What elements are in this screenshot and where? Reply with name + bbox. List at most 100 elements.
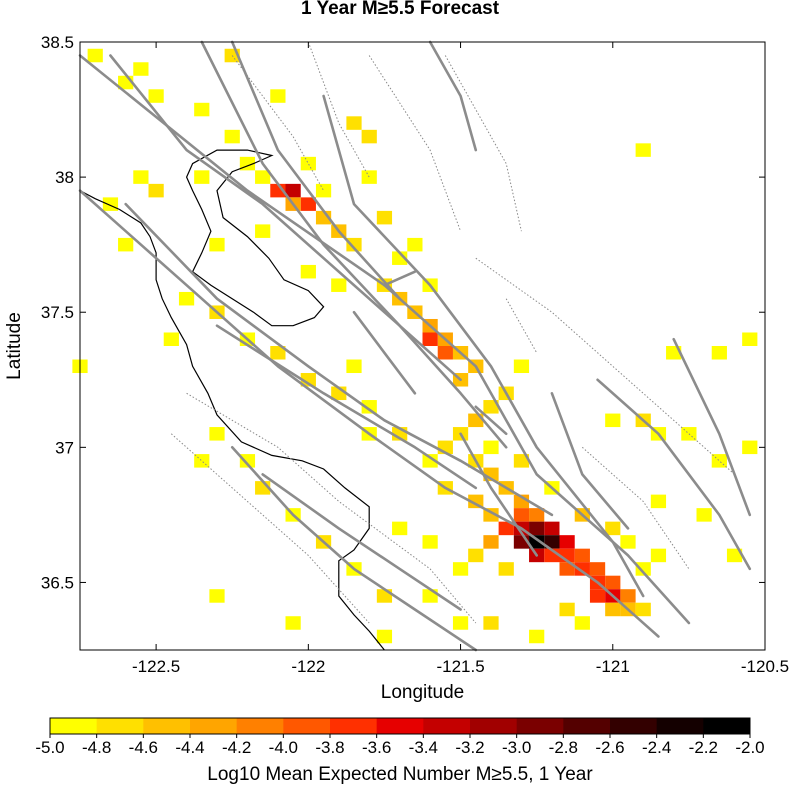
heatmap-cell bbox=[726, 548, 743, 563]
heatmap-cell bbox=[529, 535, 545, 549]
heatmap-cell bbox=[148, 89, 164, 103]
x-axis-label: Longitude bbox=[381, 682, 464, 703]
heatmap-cell bbox=[635, 143, 651, 157]
heatmap-cell bbox=[346, 237, 362, 252]
heatmap-cell bbox=[605, 602, 621, 617]
y-tick-label: 36.5 bbox=[41, 573, 74, 592]
fault-line bbox=[124, 202, 554, 517]
heatmap-cell bbox=[650, 548, 667, 563]
dotted-fault-line bbox=[581, 446, 690, 570]
heatmap-cell bbox=[300, 264, 316, 279]
colorbar-tick-label: -2.4 bbox=[642, 738, 671, 757]
dotted-fault-line bbox=[505, 298, 538, 354]
colorbar-tick-label: -5.0 bbox=[35, 738, 64, 757]
colorbar-tick-label: -3.6 bbox=[362, 738, 391, 757]
heatmap-cell bbox=[483, 616, 499, 630]
colorbar-swatch bbox=[96, 718, 144, 734]
colorbar-swatch bbox=[703, 718, 751, 734]
heatmap-cell bbox=[133, 170, 149, 184]
x-tick-label: -121 bbox=[596, 657, 630, 676]
heatmap-cell bbox=[392, 521, 408, 536]
heatmap-cell bbox=[529, 508, 545, 522]
heatmap-cell bbox=[194, 454, 210, 468]
heatmap-cell bbox=[361, 129, 377, 144]
heatmap-cell bbox=[437, 346, 453, 360]
x-tick-label: -120.5 bbox=[741, 657, 789, 676]
heatmap-cell bbox=[544, 521, 560, 536]
colorbar-swatch bbox=[563, 718, 611, 734]
heatmap-cell bbox=[559, 602, 575, 617]
colorbar-swatch bbox=[143, 718, 191, 734]
x-tick-label: -122.5 bbox=[132, 657, 180, 676]
fault-line bbox=[459, 432, 539, 557]
heatmap-cell bbox=[452, 616, 469, 630]
faults-layer bbox=[78, 40, 752, 652]
colorbar-swatch bbox=[423, 718, 471, 734]
colorbar-swatch bbox=[330, 718, 378, 734]
fault-line bbox=[428, 40, 478, 152]
coastline-layer bbox=[79, 149, 385, 651]
heatmap-cell bbox=[696, 508, 712, 522]
coastline-line bbox=[185, 149, 325, 327]
heatmap-cell bbox=[559, 535, 575, 549]
fault-line bbox=[261, 473, 462, 611]
fault-line bbox=[78, 189, 660, 638]
heatmap-cell bbox=[605, 521, 621, 536]
heatmap-cell bbox=[544, 535, 560, 549]
fault-line bbox=[672, 337, 752, 517]
coastline-line bbox=[79, 190, 385, 651]
plot-area-frame bbox=[79, 41, 766, 651]
colorbar-tick-label: -4.6 bbox=[129, 738, 158, 757]
colorbar-swatch bbox=[656, 718, 704, 734]
dotted-fault-line bbox=[368, 55, 462, 232]
y-tick-label: 38.5 bbox=[41, 33, 74, 52]
heatmap-cell bbox=[300, 197, 316, 211]
heatmap-cell bbox=[376, 629, 393, 644]
colorbar-tick-label: -2.2 bbox=[689, 738, 718, 757]
heatmap-cell bbox=[361, 170, 377, 184]
heatmap-cell bbox=[118, 237, 134, 252]
heatmap-cell bbox=[498, 562, 514, 576]
colorbar-swatch bbox=[376, 718, 424, 734]
heatmap-cell bbox=[650, 494, 667, 509]
fault-line bbox=[474, 405, 508, 436]
heatmap-cell bbox=[209, 589, 225, 603]
x-tick-label: -122 bbox=[291, 657, 325, 676]
fault-line bbox=[230, 445, 478, 652]
heatmap-cell bbox=[483, 440, 499, 455]
heatmap-cell bbox=[209, 427, 225, 441]
dotted-fault-line bbox=[186, 392, 477, 624]
heatmap-cell bbox=[270, 89, 286, 103]
heatmap-cell bbox=[513, 454, 530, 468]
heatmap-cell bbox=[574, 616, 590, 630]
colorbar-swatch bbox=[50, 718, 98, 734]
heatmap-cell bbox=[742, 440, 758, 455]
fault-line bbox=[322, 94, 645, 598]
heatmap-cell bbox=[178, 291, 195, 306]
fault-line bbox=[109, 54, 508, 449]
heatmap-cell bbox=[361, 400, 377, 414]
heatmap-cell bbox=[711, 346, 727, 360]
heatmap-cell bbox=[209, 237, 225, 252]
heatmap-cell bbox=[498, 521, 514, 536]
colorbar-swatch bbox=[236, 718, 284, 734]
heatmap-cell bbox=[163, 332, 179, 346]
heatmap-cell bbox=[392, 251, 408, 265]
heatmap-cell bbox=[605, 413, 621, 428]
colorbar-tick-label: -4.0 bbox=[269, 738, 298, 757]
heatmap-cell bbox=[87, 48, 103, 63]
heatmap-cell bbox=[574, 562, 590, 576]
fault-line bbox=[215, 324, 478, 490]
fault-line bbox=[383, 270, 417, 287]
heatmap-cell bbox=[194, 170, 210, 184]
colorbar-tick-label: -4.2 bbox=[222, 738, 251, 757]
colorbar-frame bbox=[49, 717, 751, 735]
colorbar-label: Log10 Mean Expected Number M≥5.5, 1 Year bbox=[207, 764, 593, 785]
colorbar-tick-label: -4.4 bbox=[175, 738, 204, 757]
heatmap-cell bbox=[407, 237, 423, 252]
heatmap-cell bbox=[102, 197, 119, 211]
heatmap-cell bbox=[589, 562, 606, 576]
heatmap-cell bbox=[635, 562, 651, 576]
colorbar-swatch bbox=[190, 718, 238, 734]
